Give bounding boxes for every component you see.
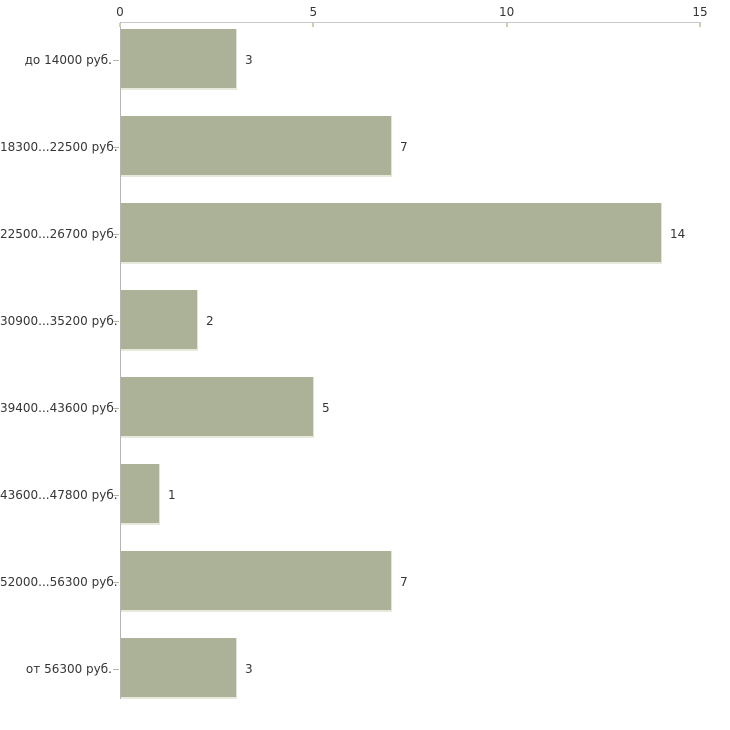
bar (121, 116, 392, 177)
category-label: 22500...26700 руб. (0, 226, 118, 241)
category-label: 30900...35200 руб. (0, 313, 118, 328)
bar (121, 203, 662, 264)
value-label: 2 (206, 313, 214, 328)
category-label: до 14000 руб. (24, 52, 112, 67)
x-axis-tick-mark (312, 23, 315, 27)
category-tick-mark (113, 408, 119, 409)
category-label: 43600...47800 руб. (0, 487, 118, 502)
category-tick-mark (113, 321, 119, 322)
x-axis-tick-label: 15 (692, 5, 708, 19)
x-axis-tick-mark (505, 23, 508, 27)
value-label: 3 (245, 52, 253, 67)
x-axis-line (120, 22, 701, 23)
category-label: от 56300 руб. (25, 661, 112, 676)
bar (121, 551, 392, 612)
category-tick-mark (113, 60, 119, 61)
value-label: 14 (670, 226, 686, 241)
category-tick-mark (113, 234, 119, 235)
x-axis-tick-label: 5 (309, 5, 318, 19)
value-label: 7 (400, 139, 408, 154)
category-tick-mark (113, 669, 119, 670)
category-tick-mark (113, 495, 119, 496)
category-tick-mark (113, 147, 119, 148)
value-label: 7 (400, 574, 408, 589)
value-label: 1 (168, 487, 176, 502)
bar (121, 377, 314, 438)
x-axis-tick-mark (119, 23, 121, 27)
category-label: 39400...43600 руб. (0, 400, 118, 415)
bar (121, 290, 198, 351)
category-label: 52000...56300 руб. (0, 574, 118, 589)
x-axis-tick-label: 0 (116, 5, 124, 19)
bar (121, 464, 160, 525)
value-label: 3 (245, 661, 253, 676)
bar (121, 638, 237, 699)
category-label: 18300...22500 руб. (0, 139, 118, 154)
bar (121, 29, 237, 90)
x-axis-tick-label: 10 (499, 5, 515, 19)
category-tick-mark (113, 582, 119, 583)
x-axis-tick-mark (699, 23, 701, 27)
value-label: 5 (322, 400, 330, 415)
y-axis-line (120, 22, 121, 699)
